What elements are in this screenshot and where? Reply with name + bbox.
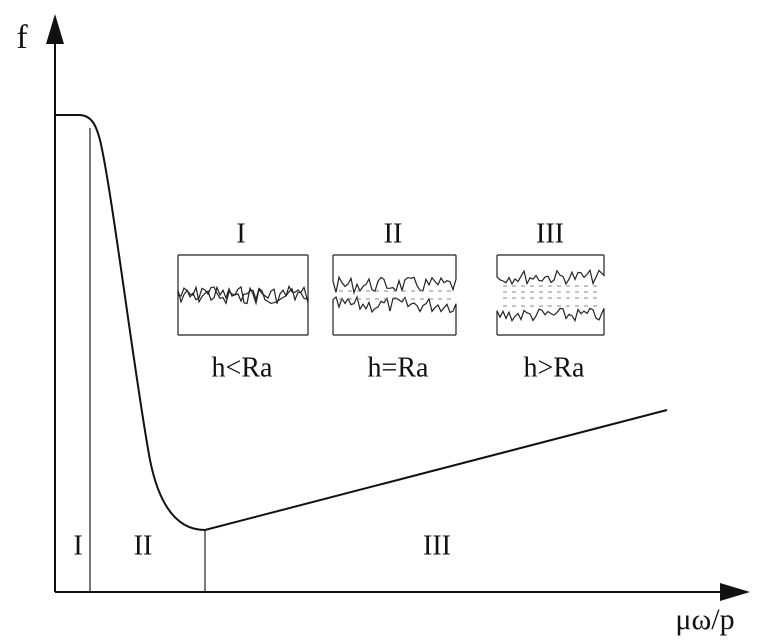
upper-surface <box>332 255 457 296</box>
inset-group <box>177 254 605 336</box>
upper-surface <box>496 255 605 286</box>
lower-surface <box>177 284 309 335</box>
region-label: III <box>423 530 451 561</box>
stribeck-curve <box>55 114 668 532</box>
inset-caption: h=Ra <box>368 352 429 383</box>
region-label: II <box>134 530 153 561</box>
region-label: I <box>73 530 82 561</box>
upper-surface <box>177 255 309 306</box>
inset-title: I <box>236 218 245 249</box>
lower-surface <box>332 295 457 335</box>
x-label: μω/p <box>675 603 734 636</box>
x-arrow <box>720 583 750 601</box>
lower-surface <box>496 307 605 335</box>
inset-caption: h>Ra <box>524 352 585 383</box>
inset-title: III <box>536 218 564 249</box>
inset-caption: h<Ra <box>212 352 273 383</box>
inset-title: II <box>384 218 403 249</box>
y-arrow <box>46 14 64 44</box>
y-label: f <box>16 19 28 56</box>
